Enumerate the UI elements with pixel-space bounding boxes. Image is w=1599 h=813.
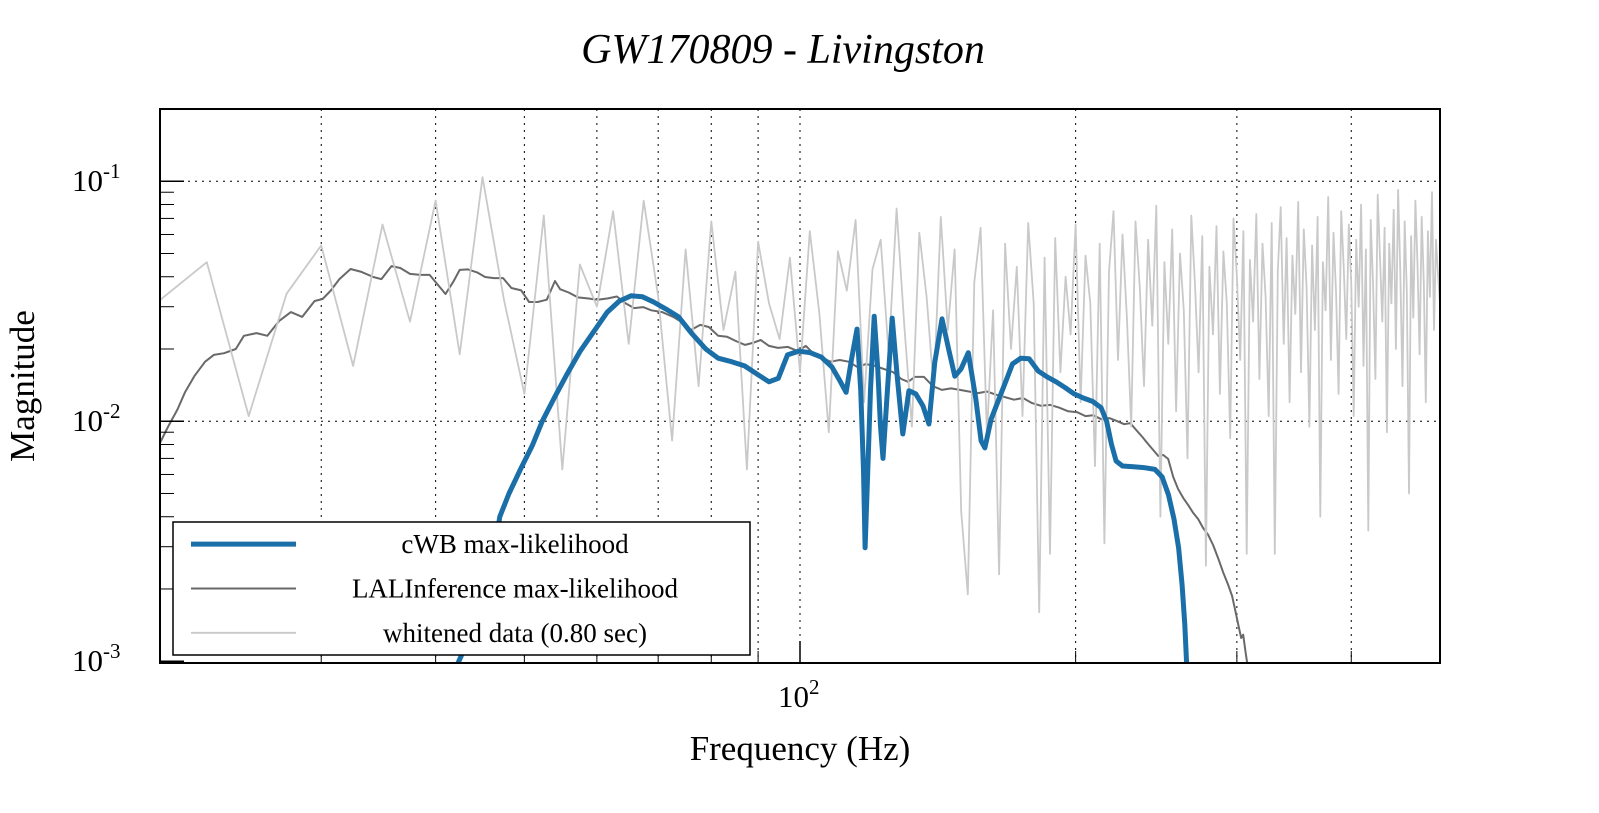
axis-ticks bbox=[160, 180, 1441, 663]
x-tick-label: 102 bbox=[778, 675, 820, 714]
series-cwb-max-likelihood bbox=[455, 293, 1190, 663]
legend-label-cwb-max-likelihood: cWB max-likelihood bbox=[401, 529, 629, 559]
y-tick-label: 10-2 bbox=[72, 399, 121, 438]
legend: cWB max-likelihood LALInference max-likel… bbox=[172, 521, 751, 656]
y-tick-label: 10-1 bbox=[72, 159, 121, 198]
series-whitened-data-0-80-sec bbox=[160, 176, 1440, 614]
y-axis-label: Magnitude bbox=[3, 310, 42, 462]
chart-title: GW170809 - Livingston bbox=[581, 27, 985, 73]
x-axis-label: Frequency (Hz) bbox=[690, 729, 911, 768]
tick-labels: 10-1 10-2 10-3 102 bbox=[72, 159, 820, 714]
y-tick-label: 10-3 bbox=[72, 639, 121, 678]
legend-label-whitened-data-0-80-sec: whitened data (0.80 sec) bbox=[383, 618, 647, 648]
legend-label-lalinference-max-likelihood: LALInference max-likelihood bbox=[352, 574, 679, 604]
series-lalinference-max-likelihood bbox=[160, 265, 1249, 663]
plot-series bbox=[160, 176, 1440, 663]
